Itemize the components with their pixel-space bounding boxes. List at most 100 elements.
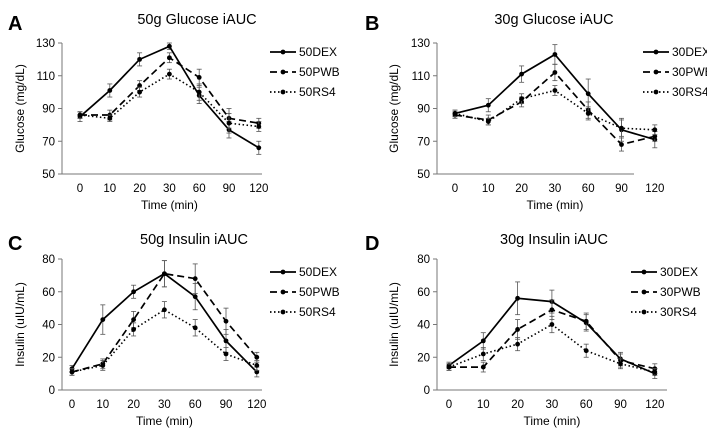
x-axis-label: Time (min) <box>523 414 580 428</box>
panel-title: 50g Insulin iAUC <box>140 232 248 248</box>
series-30dex <box>452 44 658 149</box>
legend-entry: 30DEX <box>643 45 707 59</box>
data-point <box>131 327 137 332</box>
y-tick-label: 50 <box>417 169 430 181</box>
legend-entry: 50RS4 <box>270 85 336 99</box>
y-tick-label: 60 <box>42 287 55 299</box>
legend-entry: 50PWB <box>270 65 340 79</box>
panel-c: C 50g Insulin iAUC 0 20 40 60 80 0 10 20 30 60 90 120… <box>8 232 340 428</box>
y-tick-label: 40 <box>417 320 430 332</box>
y-tick-label: 0 <box>49 385 55 397</box>
legend-marker <box>280 49 286 55</box>
panel-letter: D <box>365 233 379 255</box>
legend-entry: 50RS4 <box>270 305 336 319</box>
x-axis-label: Time (min) <box>141 198 198 212</box>
data-point <box>619 125 624 131</box>
legend-entry: 50DEX <box>270 265 337 279</box>
series-50rs4 <box>69 301 260 376</box>
legend-entry: 50DEX <box>270 45 337 59</box>
data-point <box>137 89 143 95</box>
series-50pwb <box>77 52 262 129</box>
data-point <box>256 145 262 151</box>
data-point <box>137 83 143 88</box>
data-point <box>515 295 520 301</box>
y-tick-label: 70 <box>42 136 55 148</box>
legend-label: 50DEX <box>299 265 337 279</box>
y-tick-label: 90 <box>42 104 55 116</box>
legend-entry: 50PWB <box>270 285 340 299</box>
data-point <box>452 111 458 116</box>
x-tick-label: 120 <box>645 183 664 195</box>
legend-label: 30DEX <box>660 265 698 279</box>
x-tick-label: 20 <box>127 399 140 411</box>
panel-d: D 30g Insulin iAUC 0 20 40 60 80 0 10 20 30 60 90 120… <box>365 232 701 428</box>
y-tick-label: 130 <box>36 38 55 50</box>
data-point <box>552 88 558 93</box>
legend-marker <box>280 89 286 95</box>
data-point <box>583 318 589 324</box>
y-tick-label: 20 <box>42 352 55 364</box>
data-point <box>196 89 202 95</box>
panel-title: 30g Insulin iAUC <box>500 232 608 248</box>
data-point <box>515 327 520 332</box>
x-tick-label: 10 <box>96 399 109 411</box>
legend-marker <box>280 269 286 275</box>
data-point <box>162 271 167 277</box>
data-point <box>480 364 486 370</box>
legend-label: 30PWB <box>660 285 701 299</box>
series-30pwb <box>446 299 658 375</box>
x-tick-label: 120 <box>247 399 266 411</box>
legend-marker <box>280 289 286 295</box>
panel-letter: B <box>365 13 379 35</box>
panel-a: A 50g Glucose iAUC 50 70 90 110 130 0 10 20 30 60 90… <box>8 12 340 212</box>
y-tick-label: 50 <box>42 169 55 181</box>
data-point <box>254 363 260 368</box>
data-point <box>196 74 202 80</box>
data-point <box>223 351 229 357</box>
legend-label: 30DEX <box>672 45 707 59</box>
data-point <box>167 55 172 61</box>
series-line <box>454 71 656 146</box>
data-point <box>515 341 520 347</box>
data-point <box>485 102 491 108</box>
data-point <box>583 348 589 354</box>
x-tick-label: 90 <box>220 399 233 411</box>
x-tick-label: 10 <box>477 399 490 411</box>
data-point <box>519 71 524 77</box>
data-point <box>619 142 624 147</box>
data-point <box>485 119 491 124</box>
y-tick-label: 20 <box>417 352 430 364</box>
data-point <box>585 111 591 116</box>
x-tick-label: 0 <box>452 183 458 195</box>
data-point <box>192 294 198 300</box>
data-point <box>519 96 524 102</box>
data-point <box>652 369 658 375</box>
x-tick-label: 20 <box>133 183 146 195</box>
data-point <box>107 115 113 121</box>
series-line <box>71 272 258 373</box>
y-tick-label: 110 <box>37 71 55 83</box>
data-point <box>652 127 658 133</box>
legend-label: 30RS4 <box>672 85 707 99</box>
data-point <box>77 112 83 118</box>
data-point <box>131 289 137 295</box>
x-tick-label: 30 <box>549 183 562 195</box>
y-tick-label: 80 <box>42 254 55 266</box>
data-point <box>69 369 75 375</box>
data-point <box>480 351 486 357</box>
data-point <box>254 369 260 375</box>
panel-b: B 30g Glucose iAUC 50 70 90 110 130 0 10 20 30 60 90… <box>365 12 707 212</box>
legend-marker <box>653 69 659 75</box>
x-tick-label: 10 <box>103 183 116 195</box>
data-point <box>652 133 658 139</box>
legend-label: 30RS4 <box>660 305 697 319</box>
x-tick-label: 60 <box>189 399 202 411</box>
legend-marker <box>280 69 286 75</box>
y-axis-label: Glucose (mg/dL) <box>13 64 27 153</box>
x-tick-label: 10 <box>482 183 495 195</box>
legend-label: 50RS4 <box>299 305 336 319</box>
y-tick-label: 90 <box>417 104 430 116</box>
x-tick-label: 30 <box>163 183 176 195</box>
legend-label: 50DEX <box>299 45 337 59</box>
